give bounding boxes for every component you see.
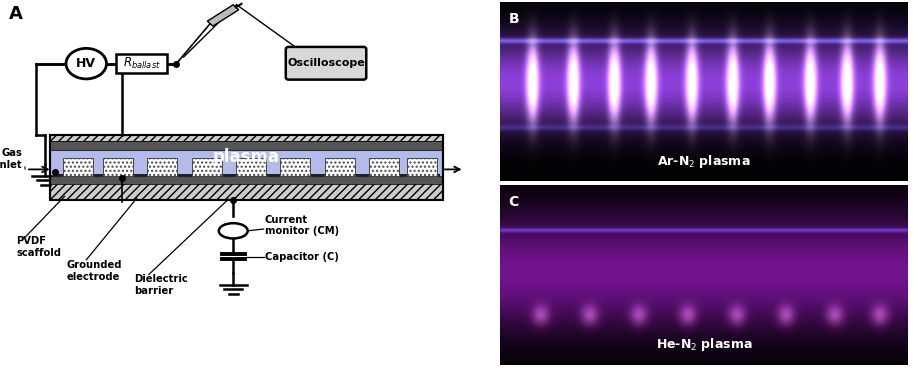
Ellipse shape bbox=[219, 223, 247, 238]
Bar bbox=[50, 135, 443, 142]
Bar bbox=[50, 150, 443, 176]
Text: Gas
inlet: Gas inlet bbox=[0, 148, 22, 170]
Circle shape bbox=[66, 48, 107, 79]
Text: HV: HV bbox=[77, 57, 96, 70]
Polygon shape bbox=[207, 5, 238, 26]
Bar bbox=[236, 158, 266, 176]
Bar bbox=[369, 158, 399, 176]
FancyBboxPatch shape bbox=[286, 47, 366, 80]
Bar bbox=[50, 176, 443, 184]
Text: Dielectric
barrier: Dielectric barrier bbox=[134, 275, 188, 296]
Bar bbox=[116, 54, 167, 73]
Text: Current
monitor (CM): Current monitor (CM) bbox=[265, 215, 339, 236]
Text: Ar-N$_2$ plasma: Ar-N$_2$ plasma bbox=[657, 153, 751, 170]
Bar bbox=[50, 141, 443, 150]
Bar bbox=[103, 158, 133, 176]
Bar bbox=[50, 182, 443, 200]
Text: plasma: plasma bbox=[213, 148, 280, 166]
Text: B: B bbox=[509, 12, 519, 26]
Bar bbox=[280, 158, 310, 176]
Bar bbox=[148, 158, 177, 176]
Text: Oscilloscope: Oscilloscope bbox=[288, 58, 365, 68]
Text: He-N$_2$ plasma: He-N$_2$ plasma bbox=[656, 336, 752, 353]
Bar bbox=[192, 158, 222, 176]
Bar bbox=[53, 174, 440, 177]
Text: PVDF
scaffold: PVDF scaffold bbox=[16, 236, 61, 258]
Text: Grounded
electrode: Grounded electrode bbox=[67, 260, 122, 282]
Text: A: A bbox=[9, 6, 23, 24]
Text: C: C bbox=[509, 195, 519, 209]
Bar bbox=[63, 158, 93, 176]
Text: $R_{ballast}$: $R_{ballast}$ bbox=[122, 56, 161, 71]
Bar bbox=[50, 135, 443, 200]
Bar bbox=[407, 158, 436, 176]
Bar bbox=[325, 158, 354, 176]
Text: Capacitor (C): Capacitor (C) bbox=[265, 252, 339, 262]
